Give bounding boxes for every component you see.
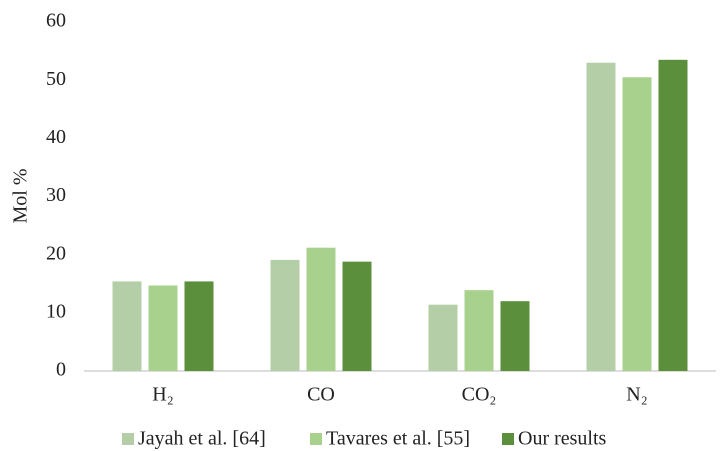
bar (428, 304, 458, 371)
y-tick-label: 10 (46, 300, 66, 322)
bar (658, 59, 688, 371)
legend-label: Tavares et al. [55] (326, 428, 470, 450)
legend-swatch (122, 433, 134, 445)
bar (464, 290, 494, 371)
bar (622, 77, 652, 371)
x-tick-label: H₂ (152, 384, 173, 406)
y-tick-label: 30 (46, 184, 66, 206)
legend-label: Jayah et al. [64] (138, 428, 266, 450)
y-axis-label: Mol % (10, 169, 32, 224)
legend-swatch (310, 433, 322, 445)
x-tick-label: CO₂ (462, 384, 497, 406)
y-tick-label: 60 (46, 10, 66, 32)
legend-label: Our results (518, 428, 607, 450)
bar (148, 285, 178, 371)
bar (270, 259, 300, 371)
x-tick-label: CO (307, 384, 335, 406)
bar (342, 261, 372, 371)
legend-swatch (502, 433, 514, 445)
bar (306, 247, 336, 371)
y-tick-label: 50 (46, 68, 66, 90)
y-tick-label: 20 (46, 242, 66, 264)
bar (586, 62, 616, 371)
y-tick-label: 40 (46, 126, 66, 148)
bar (184, 281, 214, 371)
x-tick-label: N₂ (626, 384, 647, 406)
y-tick-label: 0 (56, 359, 66, 381)
bar (500, 301, 530, 371)
bar (112, 281, 142, 371)
